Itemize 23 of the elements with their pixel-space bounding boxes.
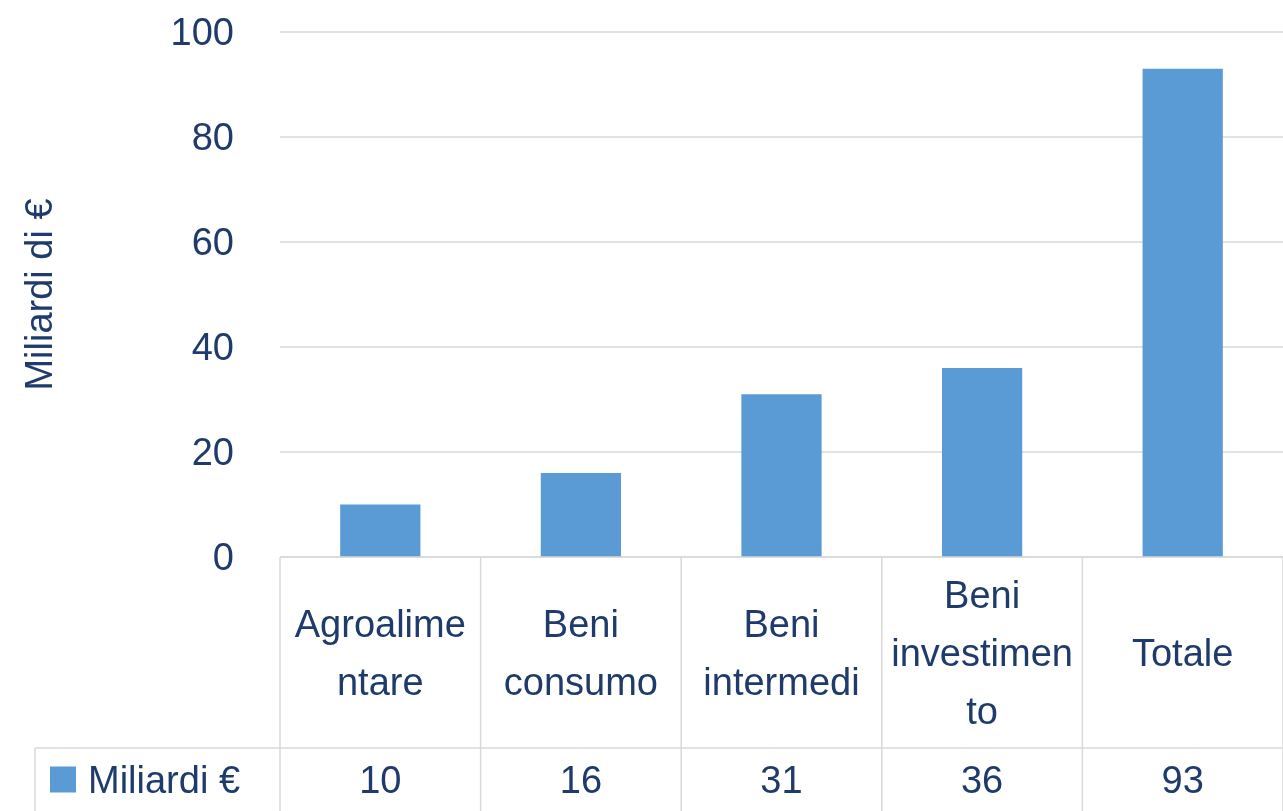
y-tick-label: 40 — [191, 326, 234, 368]
y-tick-label: 0 — [212, 536, 234, 578]
data-label: 10 — [359, 758, 402, 801]
bar — [741, 394, 822, 557]
data-label: 36 — [960, 758, 1004, 801]
x-tick-label: Beni investimento — [891, 573, 1073, 732]
data-label: 93 — [1161, 758, 1204, 801]
y-axis-title: Miliardi di € — [18, 198, 60, 391]
bar — [1142, 68, 1223, 557]
y-tick-label: 60 — [191, 221, 234, 263]
data-label: 16 — [559, 758, 603, 801]
x-tick-label: Agroalimentare — [294, 602, 466, 703]
y-tick-label: 20 — [191, 431, 234, 473]
y-tick-label: 100 — [170, 11, 234, 53]
y-tick-label: 80 — [191, 116, 234, 158]
x-tick-label: Totale — [1132, 631, 1234, 674]
bar — [941, 368, 1023, 557]
x-tick-label: Beni consumo — [503, 602, 658, 703]
data-label: 31 — [760, 758, 803, 801]
bar — [540, 473, 622, 557]
x-tick-label: Beni intermedi — [703, 602, 860, 703]
bar — [340, 504, 421, 557]
legend-label: Miliardi € — [88, 758, 241, 801]
